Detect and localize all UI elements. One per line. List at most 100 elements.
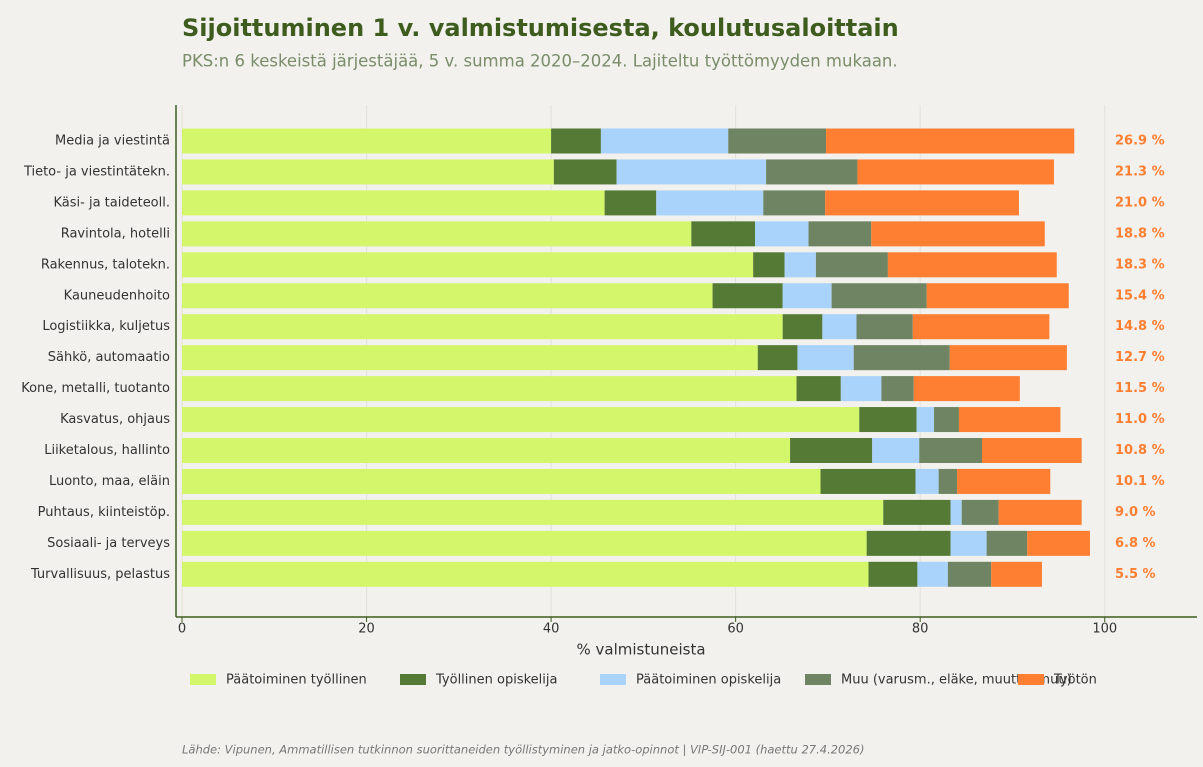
x-tick-label: 20 bbox=[358, 622, 375, 637]
y-tick-label: Liiketalous, hallinto bbox=[44, 443, 170, 458]
bar-segment bbox=[766, 159, 858, 185]
bar-segment bbox=[782, 314, 823, 340]
y-tick-label: Rakennus, talotekn. bbox=[41, 257, 170, 272]
y-tick-label: Turvallisuus, pelastus bbox=[30, 567, 170, 582]
bar-segment bbox=[958, 407, 1061, 433]
value-label: 5.5 % bbox=[1115, 567, 1156, 582]
bar-segment bbox=[998, 499, 1082, 525]
legend-swatch bbox=[805, 674, 831, 685]
bar-segment bbox=[866, 530, 951, 556]
bar-segment bbox=[712, 283, 783, 309]
y-tick-label: Luonto, maa, eläin bbox=[49, 474, 170, 489]
y-tick-label: Media ja viestintä bbox=[55, 134, 170, 149]
bar-segment bbox=[934, 407, 959, 433]
bar-segment bbox=[763, 190, 826, 216]
bar-segment bbox=[796, 376, 841, 402]
x-tick-label: 80 bbox=[912, 622, 929, 637]
value-label: 21.0 % bbox=[1115, 195, 1165, 210]
bar-segment bbox=[551, 128, 601, 154]
y-tick-label: Ravintola, hotelli bbox=[61, 226, 170, 241]
bar-segment bbox=[182, 128, 552, 154]
bar-segment bbox=[753, 252, 785, 278]
bar-segment bbox=[887, 252, 1057, 278]
x-tick-label: 0 bbox=[178, 622, 186, 637]
bar-segment bbox=[182, 407, 860, 433]
y-tick-label: Kone, metalli, tuotanto bbox=[21, 381, 170, 396]
value-label: 26.9 % bbox=[1115, 134, 1165, 149]
value-label: 6.8 % bbox=[1115, 536, 1156, 551]
x-tick-label: 60 bbox=[727, 622, 744, 637]
bar-segment bbox=[182, 345, 758, 371]
bar-segment bbox=[913, 376, 1020, 402]
value-label: 9.0 % bbox=[1115, 505, 1156, 520]
value-label: 10.8 % bbox=[1115, 443, 1165, 458]
chart-subtitle: PKS:n 6 keskeistä järjestäjää, 5 v. summ… bbox=[182, 52, 898, 71]
value-label: 18.8 % bbox=[1115, 226, 1165, 241]
bar-segment bbox=[616, 159, 767, 185]
bar-segment bbox=[883, 499, 951, 525]
value-label: 10.1 % bbox=[1115, 474, 1165, 489]
bar-segment bbox=[912, 314, 1050, 340]
bar-segment bbox=[926, 283, 1069, 309]
bar-segment bbox=[859, 407, 917, 433]
chart-title: Sijoittuminen 1 v. valmistumisesta, koul… bbox=[182, 14, 899, 42]
bar-segment bbox=[782, 283, 832, 309]
bar-segment bbox=[182, 252, 754, 278]
bar-segment bbox=[916, 407, 935, 433]
bar-segment bbox=[182, 468, 821, 494]
bar-segment bbox=[820, 468, 916, 494]
bar-segment bbox=[831, 283, 927, 309]
bar-segment bbox=[871, 221, 1045, 247]
bar-segment bbox=[950, 499, 962, 525]
bar-segment bbox=[182, 221, 692, 247]
legend-label: Päätoiminen opiskelija bbox=[636, 673, 781, 688]
bar-segment bbox=[826, 128, 1075, 154]
legend-swatch bbox=[190, 674, 216, 685]
y-tick-label: Tieto- ja viestintätekn. bbox=[23, 164, 170, 179]
source: Lähde: Vipunen, Ammatillisen tutkinnon s… bbox=[182, 743, 865, 757]
bar-segment bbox=[825, 190, 1019, 216]
bar-segment bbox=[182, 499, 884, 525]
y-tick-label: Sähkö, automaatio bbox=[48, 350, 170, 365]
legend-label: Työllinen opiskelija bbox=[435, 673, 557, 688]
x-tick-label: 40 bbox=[543, 622, 560, 637]
bar-segment bbox=[982, 438, 1082, 463]
x-tick-label: 100 bbox=[1092, 622, 1117, 637]
bar-segment bbox=[938, 468, 958, 494]
bar-segment bbox=[797, 345, 854, 371]
value-label: 15.4 % bbox=[1115, 288, 1165, 303]
y-tick-label: Kauneudenhoito bbox=[64, 288, 170, 303]
bar-segment bbox=[815, 252, 888, 278]
bar-segment bbox=[757, 345, 798, 371]
bar-segment bbox=[822, 314, 857, 340]
bar-segment bbox=[961, 499, 999, 525]
bar-segment bbox=[755, 221, 809, 247]
bar-segment bbox=[182, 314, 783, 340]
bar-segment bbox=[728, 128, 827, 154]
bar-segment bbox=[949, 345, 1067, 371]
bar-segment bbox=[691, 221, 756, 247]
x-axis-label: % valmistuneista bbox=[576, 641, 705, 659]
bar-segment bbox=[182, 283, 713, 309]
value-label: 18.3 % bbox=[1115, 257, 1165, 272]
bar-segment bbox=[604, 190, 657, 216]
bar-segment bbox=[553, 159, 617, 185]
bar-segment bbox=[600, 128, 729, 154]
y-tick-label: Puhtaus, kiinteistöp. bbox=[38, 505, 170, 520]
bar-segment bbox=[182, 190, 605, 216]
y-tick-label: Käsi- ja taideteoll. bbox=[53, 195, 170, 210]
bar-segment bbox=[919, 438, 983, 463]
bar-segment bbox=[784, 252, 816, 278]
bar-segment bbox=[182, 376, 797, 402]
legend-swatch bbox=[1018, 674, 1044, 685]
bar-segment bbox=[840, 376, 882, 402]
legend-label: Työtön bbox=[1053, 673, 1097, 688]
value-label: 11.5 % bbox=[1115, 381, 1165, 396]
value-label: 12.7 % bbox=[1115, 350, 1165, 365]
bar-segment bbox=[986, 530, 1028, 556]
bar-segment bbox=[656, 190, 764, 216]
bar-segment bbox=[853, 345, 950, 371]
bar-segment bbox=[790, 438, 873, 463]
bar-segment bbox=[915, 468, 939, 494]
